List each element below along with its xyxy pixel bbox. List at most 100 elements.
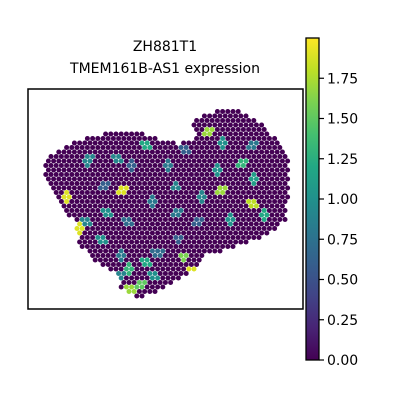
expression-spot: [201, 167, 207, 173]
expression-spot: [212, 167, 218, 173]
expression-spot: [204, 199, 210, 204]
expression-spot: [134, 257, 140, 263]
expression-spot: [90, 163, 96, 168]
expression-spot: [136, 271, 142, 276]
expression-spot: [175, 149, 181, 155]
expression-spot: [191, 221, 197, 227]
expression-spot: [134, 284, 140, 290]
expression-spot: [259, 176, 265, 182]
expression-spot: [201, 176, 207, 182]
expression-spot: [212, 122, 218, 128]
expression-spot: [134, 239, 140, 245]
expression-spot: [139, 275, 145, 281]
expression-spot: [183, 235, 189, 240]
expression-spot: [110, 190, 116, 195]
expression-spot: [207, 212, 213, 218]
expression-spot: [230, 154, 236, 159]
expression-spot: [248, 194, 254, 200]
expression-spot: [225, 118, 231, 123]
expression-spot: [136, 235, 142, 240]
expression-spot: [77, 221, 83, 227]
expression-spot: [191, 194, 197, 200]
expression-spot: [188, 262, 194, 267]
expression-spot: [243, 212, 249, 218]
expression-spot: [64, 172, 70, 177]
expression-spot: [186, 158, 192, 164]
expression-spot: [196, 257, 202, 263]
expression-spot: [225, 172, 231, 177]
expression-spot: [147, 235, 153, 240]
expression-spot: [157, 253, 163, 258]
expression-spot: [233, 185, 239, 191]
expression-spot: [282, 217, 288, 222]
expression-spot: [123, 185, 129, 191]
expression-spot: [196, 140, 202, 146]
expression-spot: [170, 230, 176, 236]
expression-spot: [274, 140, 280, 146]
expression-spot: [277, 154, 283, 159]
expression-spot: [191, 149, 197, 155]
expression-spot: [199, 235, 205, 240]
expression-spot: [61, 149, 67, 155]
expression-spot: [53, 172, 59, 177]
expression-spot: [90, 235, 96, 240]
expression-spot: [64, 154, 70, 159]
expression-spot: [162, 190, 168, 195]
expression-spot: [100, 163, 106, 168]
expression-spot: [155, 266, 161, 272]
expression-spot: [204, 208, 210, 213]
expression-spot: [214, 145, 220, 150]
expression-spot: [191, 176, 197, 182]
expression-spot: [222, 203, 228, 209]
expression-spot: [139, 131, 145, 137]
expression-spot: [155, 203, 161, 209]
expression-spot: [95, 172, 101, 177]
expression-spot: [152, 181, 158, 186]
expression-spot: [225, 199, 231, 204]
expression-spot: [144, 158, 150, 164]
expression-spot: [266, 199, 272, 204]
expression-spot: [131, 235, 137, 240]
expression-spot: [113, 248, 119, 254]
expression-spot: [105, 163, 111, 168]
expression-spot: [194, 217, 200, 222]
expression-spot: [87, 140, 93, 146]
expression-spot: [194, 190, 200, 195]
expression-spot: [204, 154, 210, 159]
expression-spot: [225, 181, 231, 186]
expression-spot: [285, 194, 291, 200]
expression-spot: [256, 235, 262, 240]
expression-spot: [264, 176, 270, 182]
expression-spot: [259, 212, 265, 218]
expression-spot: [178, 235, 184, 240]
expression-spot: [71, 149, 77, 155]
expression-spot: [121, 172, 127, 177]
expression-spot: [188, 145, 194, 150]
expression-spot: [277, 208, 283, 213]
expression-spot: [121, 181, 127, 186]
expression-spot: [165, 266, 171, 272]
expression-spot: [183, 154, 189, 159]
expression-spot: [233, 230, 239, 236]
expression-spot: [95, 226, 101, 231]
expression-spot: [90, 172, 96, 177]
expression-spot: [110, 181, 116, 186]
expression-spot: [165, 230, 171, 236]
expression-spot: [149, 230, 155, 236]
expression-spot: [144, 221, 150, 227]
expression-spot: [82, 176, 88, 182]
expression-spot: [165, 194, 171, 200]
expression-spot: [188, 181, 194, 186]
expression-spot: [209, 226, 215, 231]
expression-spot: [168, 253, 174, 258]
expression-spot: [199, 199, 205, 204]
expression-spot: [233, 176, 239, 182]
expression-spot: [84, 235, 90, 240]
expression-spot: [212, 131, 218, 137]
expression-spot: [191, 167, 197, 173]
expression-spot: [246, 118, 252, 123]
expression-spot: [194, 235, 200, 240]
expression-spot: [222, 185, 228, 191]
expression-spot: [272, 136, 278, 141]
expression-spot: [118, 185, 124, 191]
